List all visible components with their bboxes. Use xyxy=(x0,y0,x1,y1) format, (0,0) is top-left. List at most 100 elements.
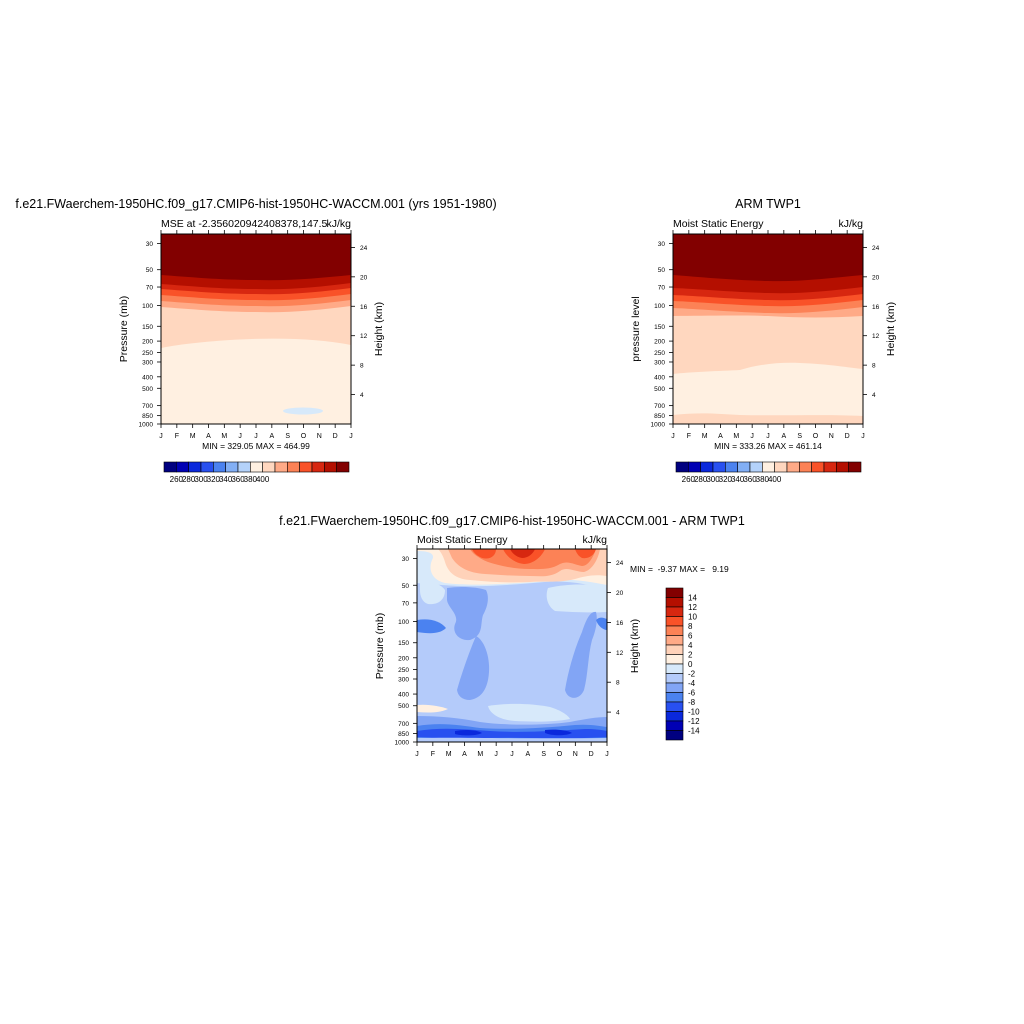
difference-colorbar-label: 0 xyxy=(688,660,693,669)
observation-x-tick-label: N xyxy=(829,433,834,440)
observation-colorbar-box xyxy=(675,461,689,473)
difference-colorbar-label: -6 xyxy=(688,689,696,698)
model-colorbar-label: 360 xyxy=(231,475,245,484)
observation-contour-field xyxy=(673,234,863,424)
difference-x-tick-label: M xyxy=(446,751,452,758)
observation-y-tick-label: 200 xyxy=(654,339,665,346)
observation-band xyxy=(673,362,863,416)
observation-panel-title: ARM TWP1 xyxy=(735,197,801,211)
model-panel-left-string: MSE at -2.356020942408378,147.5 xyxy=(161,218,328,230)
model-x-tick-label: J xyxy=(254,433,258,440)
observation-x-tick-label: J xyxy=(671,433,675,440)
observation-colorbar-box xyxy=(712,461,726,473)
difference-colorbar-label: -12 xyxy=(688,717,700,726)
model-x-tick-label: D xyxy=(333,433,338,440)
difference-x-tick-label: F xyxy=(431,751,435,758)
difference-colorbar-label: 10 xyxy=(688,613,697,622)
observation-colorbar-box xyxy=(688,461,701,473)
model-colorbar-label: 400 xyxy=(256,475,270,484)
model-y-tick-label: 500 xyxy=(142,386,153,393)
observation-colorbar-label: 360 xyxy=(743,475,757,484)
difference-panel-left-string: Moist Static Energy xyxy=(417,534,508,546)
model-colorbar-label: 280 xyxy=(182,475,196,484)
difference-band xyxy=(575,549,596,559)
difference-colorbar-label: -4 xyxy=(688,679,696,688)
observation-min-max: MIN = 333.26 MAX = 461.14 xyxy=(714,441,822,451)
difference-colorbar-box xyxy=(665,720,684,731)
difference-colorbar-label: 12 xyxy=(688,603,697,612)
difference-height-tick-label: 24 xyxy=(616,560,624,567)
difference-colorbar-label: 2 xyxy=(688,651,693,660)
difference-colorbar-label: 4 xyxy=(688,641,693,650)
model-colorbar-box xyxy=(250,461,263,473)
difference-band xyxy=(457,636,490,700)
difference-colorbar-box xyxy=(665,673,684,684)
difference-x-tick-label: A xyxy=(525,751,530,758)
difference-colorbar-box xyxy=(665,644,684,655)
model-y-tick-label: 250 xyxy=(142,350,153,357)
observation-height-tick-label: 4 xyxy=(872,392,876,399)
difference-x-tick-label: J xyxy=(415,751,419,758)
difference-y-tick-label: 30 xyxy=(402,556,410,563)
difference-min-max: MIN = -9.37 MAX = 9.19 xyxy=(630,564,729,574)
model-colorbar-label: 300 xyxy=(194,475,208,484)
difference-y-tick-label: 1000 xyxy=(395,740,410,747)
model-x-tick-label: A xyxy=(206,433,211,440)
observation-colorbar-box xyxy=(762,461,775,473)
difference-band xyxy=(510,549,535,558)
difference-band xyxy=(417,619,446,634)
model-colorbar-box xyxy=(287,461,300,473)
difference-height-tick-label: 8 xyxy=(616,680,620,687)
model-y-tick-label: 700 xyxy=(142,403,153,410)
observation-y-label: pressure level xyxy=(630,296,642,361)
difference-colorbar-box xyxy=(665,654,684,665)
observation-x-tick-label: S xyxy=(797,433,802,440)
difference-colorbar-box xyxy=(665,701,684,712)
observation-colorbar-box xyxy=(848,461,862,473)
observation-band xyxy=(673,413,863,424)
model-colorbar-box xyxy=(213,461,226,473)
model-y-tick-label: 50 xyxy=(146,267,154,274)
difference-y-tick-label: 850 xyxy=(398,731,409,738)
model-y-tick-label: 150 xyxy=(142,324,153,331)
difference-band xyxy=(596,617,607,630)
observation-height-tick-label: 8 xyxy=(872,363,876,370)
difference-x-tick-label: M xyxy=(477,751,483,758)
difference-colorbar-box xyxy=(665,616,684,627)
observation-band xyxy=(673,234,863,282)
difference-y-tick-label: 300 xyxy=(398,677,409,684)
observation-y-tick-label: 70 xyxy=(658,285,666,292)
difference-x-tick-label: A xyxy=(462,751,467,758)
observation-y-tick-label: 100 xyxy=(654,303,665,310)
difference-band xyxy=(488,703,570,722)
model-contour-field xyxy=(161,234,351,424)
model-band xyxy=(161,234,351,281)
difference-x-tick-label: N xyxy=(573,751,578,758)
model-x-tick-label: S xyxy=(285,433,290,440)
model-x-tick-label: M xyxy=(221,433,227,440)
model-low-anomaly xyxy=(283,407,323,415)
difference-x-tick-label: O xyxy=(557,751,563,758)
difference-x-tick-label: J xyxy=(494,751,498,758)
observation-x-tick-label: O xyxy=(813,433,819,440)
difference-y-tick-label: 200 xyxy=(398,655,409,662)
model-height-tick-label: 12 xyxy=(360,333,368,340)
observation-panel-left-string: Moist Static Energy xyxy=(673,218,764,230)
observation-colorbar-box xyxy=(799,461,812,473)
observation-y-tick-label: 850 xyxy=(654,413,665,420)
observation-colorbar-box xyxy=(786,461,800,473)
model-colorbar-label: 340 xyxy=(219,475,233,484)
model-y-tick-label: 100 xyxy=(142,303,153,310)
observation-colorbar-label: 260 xyxy=(682,475,696,484)
difference-band xyxy=(417,737,607,742)
model-x-tick-label: A xyxy=(269,433,274,440)
model-colorbar-box xyxy=(163,461,177,473)
observation-colorbar-label: 400 xyxy=(768,475,782,484)
difference-y-tick-label: 400 xyxy=(398,692,409,699)
observation-x-tick-label: A xyxy=(718,433,723,440)
difference-band xyxy=(545,729,572,736)
difference-colorbar-box xyxy=(665,606,684,617)
difference-colorbar-box xyxy=(665,682,684,693)
observation-colorbar-box xyxy=(749,461,763,473)
